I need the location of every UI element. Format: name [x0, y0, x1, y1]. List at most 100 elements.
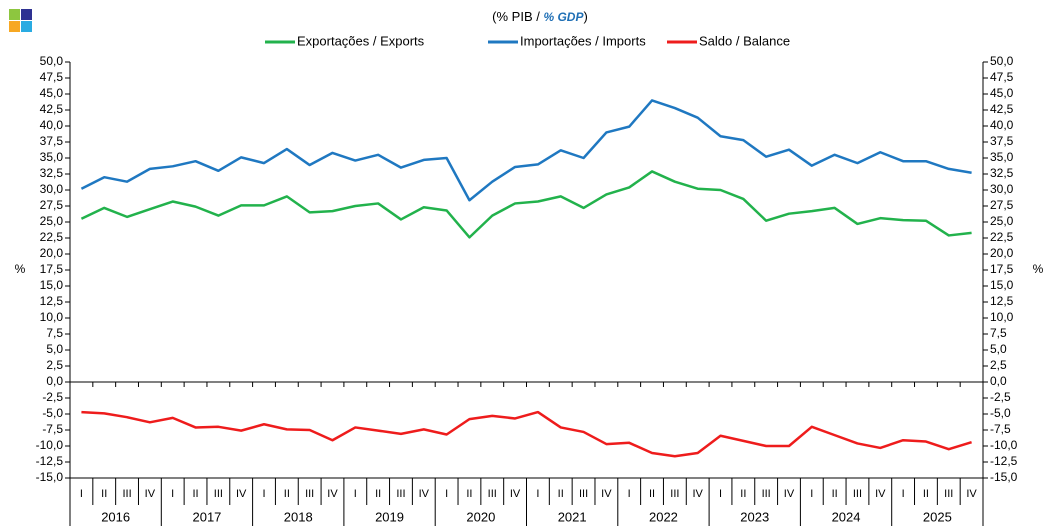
x-tick-label: II: [192, 488, 198, 500]
y-tick-label: 35,0: [40, 150, 64, 164]
x-tick-label: III: [853, 488, 862, 500]
y2-tick-label: -15,0: [990, 470, 1018, 484]
year-label: 2022: [649, 509, 678, 524]
y-tick-label: 47,5: [40, 70, 64, 84]
year-label: 2021: [558, 509, 587, 524]
y-tick-label: -15,0: [36, 470, 64, 484]
y2-tick-label: 22,5: [990, 230, 1014, 244]
y2-tick-label: 2,5: [990, 358, 1007, 372]
legend-label: Exportações / Exports: [297, 33, 425, 48]
x-tick-label: III: [214, 488, 223, 500]
y-tick-label: 2,5: [46, 358, 63, 372]
x-tick-label: IV: [601, 488, 612, 500]
x-tick-label: I: [445, 488, 448, 500]
y-tick-label: 42,5: [40, 102, 64, 116]
y-tick-label: 15,0: [40, 278, 64, 292]
x-tick-label: I: [902, 488, 905, 500]
x-tick-label: III: [396, 488, 405, 500]
y-axis-label: %: [15, 262, 26, 276]
y-tick-label: 25,0: [40, 214, 64, 228]
x-tick-label: IV: [692, 488, 703, 500]
year-label: 2020: [466, 509, 495, 524]
x-tick-label: IV: [784, 488, 795, 500]
y-tick-label: 7,5: [46, 326, 63, 340]
x-tick-label: II: [923, 488, 929, 500]
x-tick-label: I: [628, 488, 631, 500]
y-tick-label: 5,0: [46, 342, 63, 356]
y2-tick-label: 17,5: [990, 262, 1014, 276]
logo-square: [9, 21, 20, 32]
year-label: 2016: [101, 509, 130, 524]
y-tick-label: 50,0: [40, 54, 64, 68]
x-tick-label: II: [375, 488, 381, 500]
y2-tick-label: 12,5: [990, 294, 1014, 308]
y2-tick-label: -5,0: [990, 406, 1011, 420]
y2-tick-label: 7,5: [990, 326, 1007, 340]
y2-tick-label: 47,5: [990, 70, 1014, 84]
year-label: 2025: [923, 509, 952, 524]
x-tick-label: I: [536, 488, 539, 500]
legend-label: Saldo / Balance: [699, 33, 790, 48]
y2-tick-label: 25,0: [990, 214, 1014, 228]
x-tick-label: IV: [966, 488, 977, 500]
y2-tick-label: 0,0: [990, 374, 1007, 388]
y-tick-label: 45,0: [40, 86, 64, 100]
year-label: 2019: [375, 509, 404, 524]
y2-tick-label: 45,0: [990, 86, 1014, 100]
x-tick-label: IV: [419, 488, 430, 500]
x-tick-label: III: [944, 488, 953, 500]
y2-tick-label: -10,0: [990, 438, 1018, 452]
y2-tick-label: -12,5: [990, 454, 1018, 468]
y2-tick-label: 50,0: [990, 54, 1014, 68]
y2-tick-label: 27,5: [990, 198, 1014, 212]
logo-square: [21, 9, 32, 20]
series-line: [80, 170, 972, 239]
legend-label: Importações / Imports: [520, 33, 646, 48]
y-tick-label: -10,0: [36, 438, 64, 452]
y2-tick-label: -7,5: [990, 422, 1011, 436]
y2-tick-label: 20,0: [990, 246, 1014, 260]
x-tick-label: III: [488, 488, 497, 500]
y-tick-label: -7,5: [42, 422, 63, 436]
legend-item: Exportações / Exports: [265, 33, 425, 48]
y-tick-label: 32,5: [40, 166, 64, 180]
y2-axis-label: %: [1033, 262, 1044, 276]
year-label: 2023: [740, 509, 769, 524]
x-tick-label: II: [101, 488, 107, 500]
y2-tick-label: 32,5: [990, 166, 1014, 180]
y-tick-label: 37,5: [40, 134, 64, 148]
x-tick-label: IV: [875, 488, 886, 500]
y-tick-label: -2,5: [42, 390, 63, 404]
series-line: [80, 99, 972, 202]
y2-tick-label: 15,0: [990, 278, 1014, 292]
x-tick-label: III: [670, 488, 679, 500]
y-tick-label: 30,0: [40, 182, 64, 196]
series-line: [81, 410, 972, 458]
x-tick-label: II: [466, 488, 472, 500]
y2-tick-label: 42,5: [990, 102, 1014, 116]
y-tick-label: -5,0: [42, 406, 63, 420]
legend-item: Importações / Imports: [488, 33, 646, 48]
y2-tick-label: 40,0: [990, 118, 1014, 132]
subtitle-part: % GDP: [543, 10, 584, 24]
y2-tick-label: 30,0: [990, 182, 1014, 196]
year-label: 2024: [832, 509, 861, 524]
y-tick-label: 17,5: [40, 262, 64, 276]
x-tick-label: II: [649, 488, 655, 500]
y-tick-label: 0,0: [46, 374, 63, 388]
x-tick-label: I: [171, 488, 174, 500]
year-label: 2017: [192, 509, 221, 524]
x-tick-label: III: [305, 488, 314, 500]
y-tick-label: 10,0: [40, 310, 64, 324]
x-tick-label: III: [579, 488, 588, 500]
x-tick-label: II: [740, 488, 746, 500]
subtitle-part: (% PIB /: [492, 9, 543, 24]
logo-square: [21, 21, 32, 32]
y2-tick-label: 5,0: [990, 342, 1007, 356]
year-label: 2018: [284, 509, 313, 524]
x-tick-label: III: [122, 488, 131, 500]
y-tick-label: 12,5: [40, 294, 64, 308]
x-tick-label: II: [832, 488, 838, 500]
y-tick-label: 40,0: [40, 118, 64, 132]
x-tick-label: I: [719, 488, 722, 500]
